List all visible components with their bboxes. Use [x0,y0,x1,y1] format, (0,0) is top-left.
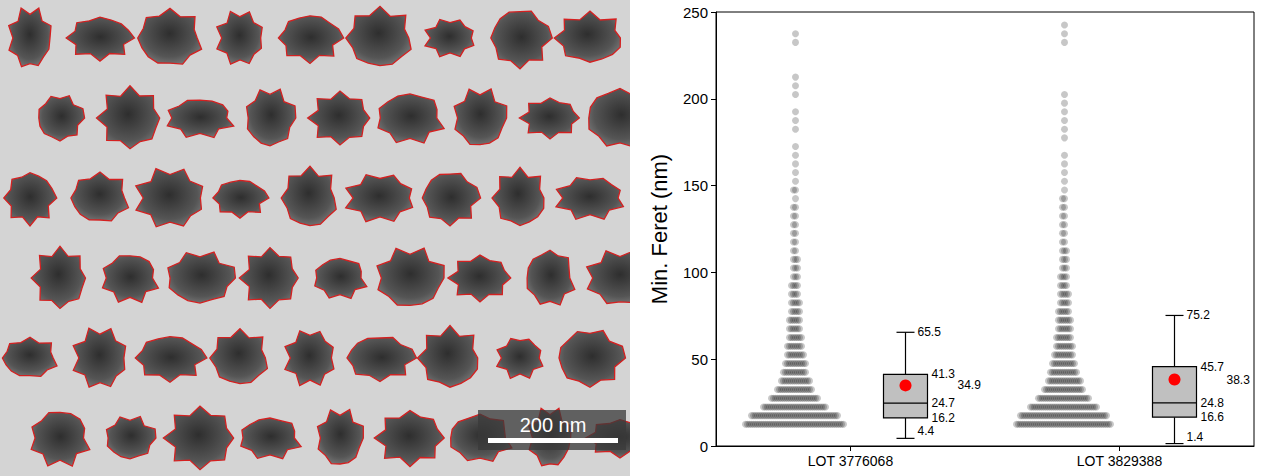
svg-text:45.7: 45.7 [1201,360,1225,374]
svg-text:65.5: 65.5 [918,325,942,339]
svg-text:LOT 3776068: LOT 3776068 [808,453,894,469]
svg-text:24.7: 24.7 [932,396,956,410]
svg-text:0: 0 [700,438,708,455]
svg-text:24.8: 24.8 [1201,396,1225,410]
svg-text:16.6: 16.6 [1201,410,1225,424]
svg-text:34.9: 34.9 [958,378,982,392]
svg-text:1.4: 1.4 [1187,430,1204,444]
svg-text:38.3: 38.3 [1227,373,1251,387]
svg-text:200: 200 [683,90,708,107]
svg-text:LOT 3829388: LOT 3829388 [1077,453,1163,469]
svg-text:250: 250 [683,4,708,21]
svg-text:75.2: 75.2 [1187,308,1211,322]
svg-text:200 nm: 200 nm [520,414,587,436]
svg-text:Min. Feret (nm): Min. Feret (nm) [647,154,672,304]
svg-text:16.2: 16.2 [932,411,956,425]
svg-text:4.4: 4.4 [918,424,935,438]
svg-text:41.3: 41.3 [932,367,956,381]
svg-text:50: 50 [691,351,708,368]
svg-text:100: 100 [683,264,708,281]
svg-text:150: 150 [683,177,708,194]
